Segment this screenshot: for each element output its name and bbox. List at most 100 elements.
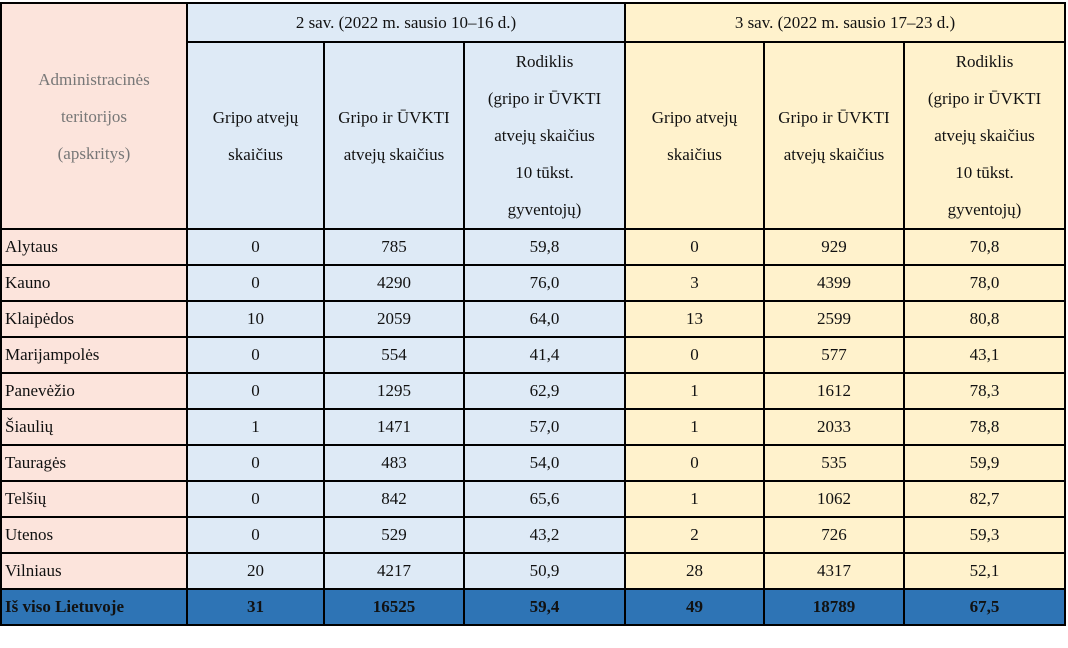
- week3-flu-ari-cases-cell: 2599: [763, 300, 905, 338]
- week3-rate-cell: 78,0: [903, 264, 1066, 302]
- week2-flu-cases-cell: 1: [186, 408, 325, 446]
- week3-flu-ari-cases-cell: 577: [763, 336, 905, 374]
- week3-rate-cell: 70,8: [903, 228, 1066, 266]
- week3-rate-cell: 78,3: [903, 372, 1066, 410]
- admin-header-line-2: teritorijos: [60, 106, 128, 126]
- header-line: Rodiklis: [955, 52, 1014, 71]
- week3-rate-cell: 52,1: [903, 552, 1066, 590]
- header-line: Gripo ir ŪVKTI: [778, 107, 890, 127]
- week3-flu-cases-cell: 0: [624, 444, 765, 482]
- header-line: atvejų skaičius: [494, 126, 595, 145]
- header-line: Rodiklis: [515, 52, 574, 71]
- week2-flu-ari-cases-cell: 1471: [323, 408, 465, 446]
- week3-flu-cases-cell: 1: [624, 372, 765, 410]
- week2-rate-cell: 54,0: [463, 444, 626, 482]
- week2-flu-cases-cell: 0: [186, 444, 325, 482]
- county-name: Vilniaus: [0, 552, 188, 590]
- week3-rate-cell: 59,9: [903, 444, 1066, 482]
- header-line: gyventojų): [507, 200, 582, 219]
- county-name: Tauragės: [0, 444, 188, 482]
- week3-flu-ari-cases-cell: 535: [763, 444, 905, 482]
- header-line: atvejų skaičius: [343, 144, 445, 164]
- table-row: Vilniaus 20 4217 50,9 28 4317 52,1: [0, 552, 1066, 590]
- week3-flu-ari-cases-cell: 929: [763, 228, 905, 266]
- week3-flu-ari-cases-cell: 1062: [763, 480, 905, 518]
- week2-rate-cell: 64,0: [463, 300, 626, 338]
- week3-rate-header: Rodiklis (gripo ir ŪVKTI atvejų skaičius…: [903, 41, 1066, 230]
- week3-flu-cases-cell: 2: [624, 516, 765, 554]
- header-line: 10 tūkst.: [955, 163, 1014, 182]
- week3-flu-cases-cell: 0: [624, 228, 765, 266]
- week2-flu-ari-cases-header: Gripo ir ŪVKTI atvejų skaičius: [323, 41, 465, 230]
- header-line: skaičius: [228, 144, 283, 164]
- week2-flu-ari-cases-cell: 554: [323, 336, 465, 374]
- county-name: Utenos: [0, 516, 188, 554]
- week3-flu-cases-cell: 1: [624, 480, 765, 518]
- header-line: gyventojų): [947, 200, 1022, 219]
- admin-header-line-3: (apskritys): [57, 143, 131, 163]
- header-line: (gripo ir ŪVKTI: [927, 89, 1042, 108]
- week2-rate-cell: 76,0: [463, 264, 626, 302]
- county-name: Alytaus: [0, 228, 188, 266]
- county-name: Telšių: [0, 480, 188, 518]
- week2-header: 2 sav. (2022 m. sausio 10–16 d.): [186, 2, 626, 43]
- week2-rate-cell: 50,9: [463, 552, 626, 590]
- week3-rate-cell: 78,8: [903, 408, 1066, 446]
- week3-flu-ari-cases-cell: 1612: [763, 372, 905, 410]
- week3-flu-cases-header: Gripo atvejų skaičius: [624, 41, 765, 230]
- header-line: Gripo atvejų: [651, 107, 738, 127]
- week2-flu-ari-cases-cell: 16525: [323, 588, 465, 626]
- table-row: Šiaulių 1 1471 57,0 1 2033 78,8: [0, 408, 1066, 446]
- header-line: atvejų skaičius: [934, 126, 1035, 145]
- week2-flu-cases-cell: 0: [186, 336, 325, 374]
- week2-flu-ari-cases-cell: 842: [323, 480, 465, 518]
- table-row: Tauragės 0 483 54,0 0 535 59,9: [0, 444, 1066, 482]
- flu-statistics-table: Administracinės teritorijos (apskritys) …: [0, 2, 1066, 626]
- week2-flu-cases-cell: 0: [186, 264, 325, 302]
- week2-flu-ari-cases-cell: 2059: [323, 300, 465, 338]
- week2-flu-cases-cell: 31: [186, 588, 325, 626]
- county-name: Šiaulių: [0, 408, 188, 446]
- table-row: Alytaus 0 785 59,8 0 929 70,8: [0, 228, 1066, 266]
- week3-flu-ari-cases-cell: 4399: [763, 264, 905, 302]
- total-row: Iš viso Lietuvoje 31 16525 59,4 49 18789 67,5: [0, 588, 1066, 626]
- week2-flu-ari-cases-cell: 529: [323, 516, 465, 554]
- week2-rate-header: Rodiklis (gripo ir ŪVKTI atvejų skaičius…: [463, 41, 626, 230]
- table-row: Utenos 0 529 43,2 2 726 59,3: [0, 516, 1066, 554]
- week2-flu-ari-cases-cell: 4217: [323, 552, 465, 590]
- week3-flu-cases-cell: 0: [624, 336, 765, 374]
- week2-flu-ari-cases-cell: 1295: [323, 372, 465, 410]
- week2-rate-cell: 43,2: [463, 516, 626, 554]
- week2-flu-cases-cell: 0: [186, 372, 325, 410]
- week2-rate-cell: 57,0: [463, 408, 626, 446]
- week2-flu-cases-cell: 0: [186, 228, 325, 266]
- table-row: Marijampolės 0 554 41,4 0 577 43,1: [0, 336, 1066, 374]
- week3-flu-ari-cases-cell: 18789: [763, 588, 905, 626]
- week3-rate-cell: 43,1: [903, 336, 1066, 374]
- admin-header-line-1: Administracinės: [38, 69, 150, 89]
- week2-flu-cases-cell: 10: [186, 300, 325, 338]
- week3-header: 3 sav. (2022 m. sausio 17–23 d.): [624, 2, 1066, 43]
- week3-flu-ari-cases-header: Gripo ir ŪVKTI atvejų skaičius: [763, 41, 905, 230]
- week3-flu-cases-cell: 28: [624, 552, 765, 590]
- table-row: Kauno 0 4290 76,0 3 4399 78,0: [0, 264, 1066, 302]
- county-name: Kauno: [0, 264, 188, 302]
- admin-territories-header: Administracinės teritorijos (apskritys): [0, 2, 188, 230]
- week2-flu-ari-cases-cell: 785: [323, 228, 465, 266]
- county-name: Panevėžio: [0, 372, 188, 410]
- week2-rate-cell: 41,4: [463, 336, 626, 374]
- week2-flu-cases-header: Gripo atvejų skaičius: [186, 41, 325, 230]
- header-line: Gripo ir ŪVKTI: [338, 107, 450, 127]
- county-name: Klaipėdos: [0, 300, 188, 338]
- week2-flu-cases-cell: 0: [186, 480, 325, 518]
- week3-rate-cell: 59,3: [903, 516, 1066, 554]
- week3-flu-cases-cell: 49: [624, 588, 765, 626]
- week3-flu-cases-cell: 1: [624, 408, 765, 446]
- table-row: Telšių 0 842 65,6 1 1062 82,7: [0, 480, 1066, 518]
- header-line: 10 tūkst.: [515, 163, 574, 182]
- week2-rate-cell: 59,8: [463, 228, 626, 266]
- header-line: (gripo ir ŪVKTI: [487, 89, 602, 108]
- week2-flu-ari-cases-cell: 483: [323, 444, 465, 482]
- week3-flu-ari-cases-cell: 726: [763, 516, 905, 554]
- week2-rate-cell: 59,4: [463, 588, 626, 626]
